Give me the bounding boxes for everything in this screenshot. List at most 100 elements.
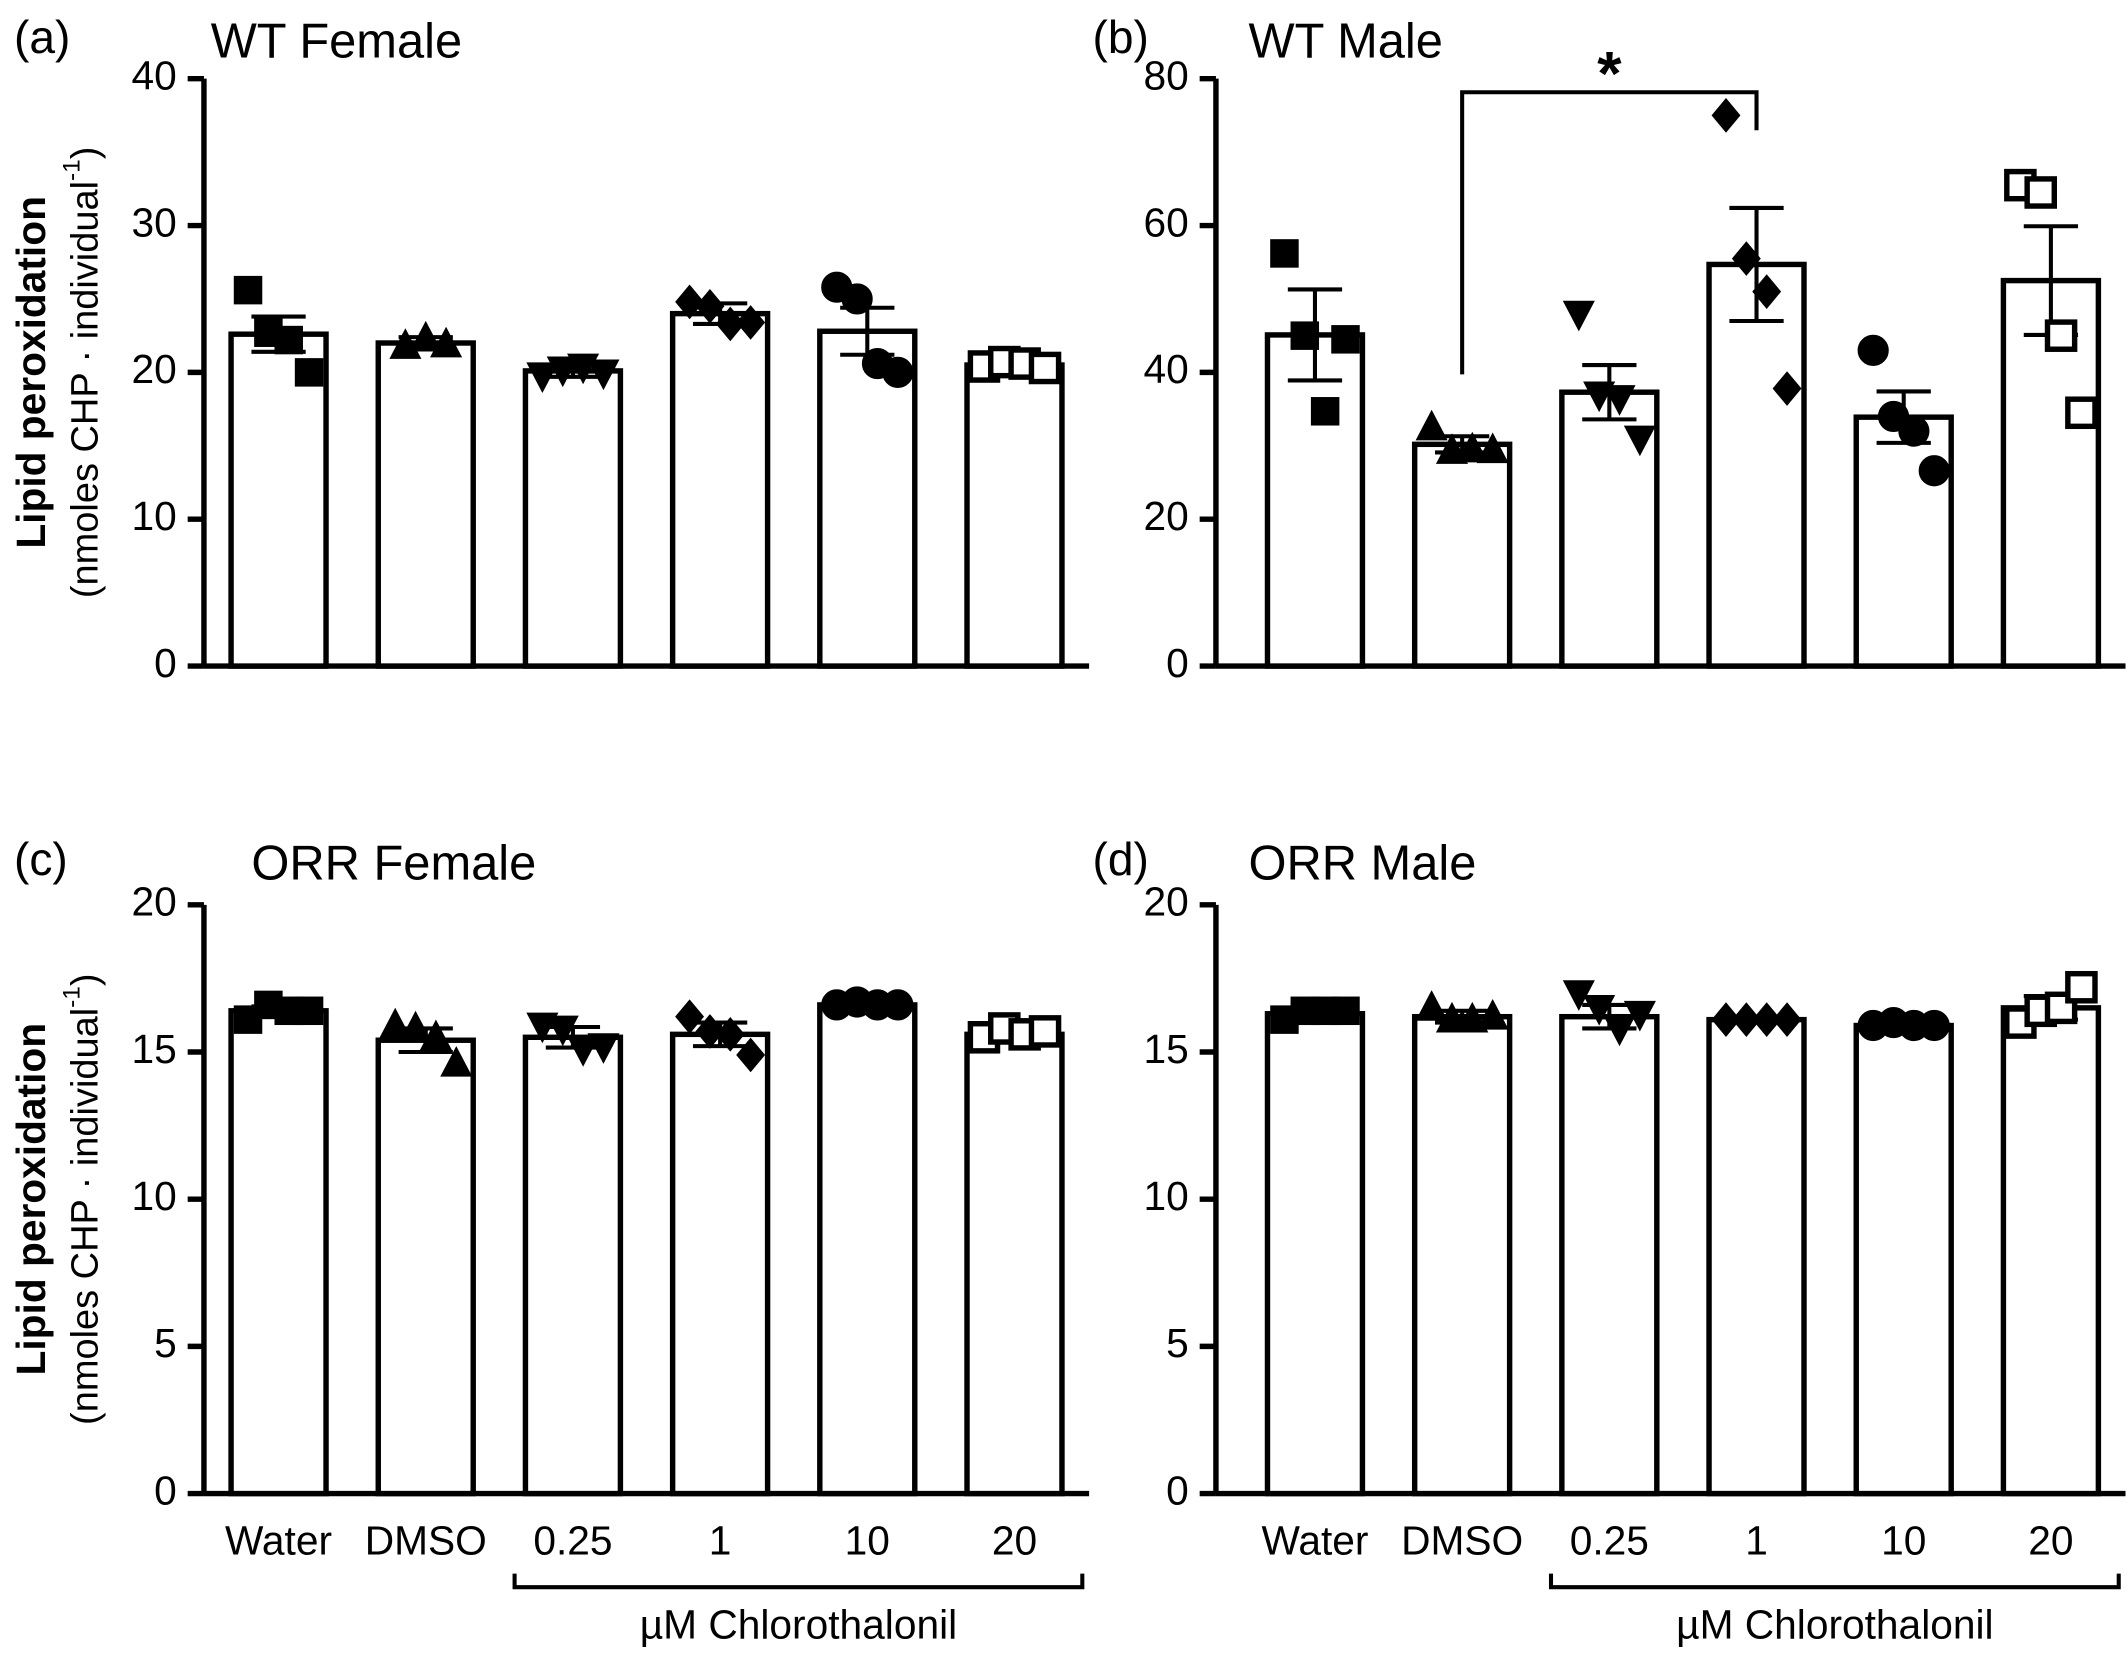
data-point: [1752, 1002, 1782, 1037]
data-point: [736, 1037, 766, 1073]
data-point: [1711, 98, 1741, 133]
data-point: [1270, 239, 1299, 268]
bar: [228, 331, 329, 669]
unit-sup: -1: [59, 986, 86, 1008]
x-tick-label: 1: [709, 1518, 732, 1564]
data-point: [1562, 300, 1595, 332]
bar: [2000, 1005, 2102, 1497]
panel-title: ORR Female: [251, 837, 536, 891]
data-point: [1290, 321, 1320, 350]
data-point: [1918, 1009, 1950, 1042]
data-point: [841, 283, 873, 315]
data-point: [1415, 409, 1448, 441]
y-tick-label: 80: [1144, 52, 1189, 98]
significance-bracket: [1460, 90, 1759, 375]
data-point: [1857, 334, 1889, 366]
y-tick-label: 10: [132, 493, 177, 539]
unit-close: ): [64, 973, 106, 986]
data-point: [1623, 425, 1656, 457]
data-point: [695, 1014, 725, 1049]
data-point: [294, 358, 324, 387]
bar: [817, 1002, 918, 1497]
y-tick-label: 10: [132, 1173, 177, 1219]
data-point: [379, 1007, 412, 1039]
data-point: [233, 275, 263, 305]
x-tick-label: 20: [2028, 1518, 2073, 1564]
y-tick-label: 5: [154, 1320, 177, 1366]
data-point: [1028, 351, 1062, 385]
data-point: [1731, 241, 1761, 276]
y-tick-label: 5: [1166, 1320, 1189, 1366]
data-point: [1918, 455, 1950, 487]
data-point: [1476, 432, 1509, 464]
data-point: [715, 1017, 745, 1052]
bar: [375, 1037, 476, 1497]
group-bracket: [1548, 1573, 2121, 1590]
data-point: [1331, 325, 1360, 354]
data-point: [1603, 385, 1636, 416]
data-point: [1731, 1002, 1761, 1037]
x-tick-label: Water: [225, 1518, 332, 1564]
bar: [1264, 332, 1366, 669]
x-tick-label: DMSO: [365, 1518, 487, 1564]
y-tick-label: 15: [1144, 1026, 1189, 1072]
data-point: [526, 362, 559, 394]
data-point: [1711, 1002, 1741, 1037]
bar: [669, 1031, 771, 1497]
data-point: [882, 356, 914, 388]
unit-sup: -1: [59, 159, 86, 181]
data-point: [1603, 1015, 1636, 1047]
y-tick-label: 20: [132, 879, 177, 925]
data-point: [294, 996, 324, 1026]
y-tick-label: 40: [132, 52, 177, 98]
bar: [1853, 1022, 1954, 1497]
y-tick-label: 40: [1144, 346, 1189, 392]
x-tick-label: 10: [1881, 1518, 1926, 1564]
bar: [669, 310, 771, 669]
group-label: µM Chlorothalonil: [1676, 1602, 1993, 1648]
y-tick-label: 15: [132, 1026, 177, 1072]
bar: [1411, 441, 1513, 669]
data-point: [1898, 415, 1930, 447]
data-point: [399, 1010, 432, 1042]
data-point: [409, 320, 442, 352]
panel-label: (d): [1092, 833, 1148, 885]
x-tick-label: 10: [845, 1518, 890, 1564]
data-point: [587, 359, 620, 391]
panel-title: WT Male: [1248, 15, 1442, 69]
bar: [1706, 1016, 1807, 1497]
y-tick-label: 20: [132, 346, 177, 392]
data-point: [675, 284, 705, 320]
data-point: [1435, 1001, 1469, 1033]
bar: [1559, 1013, 1660, 1497]
y-tick-label: 20: [1144, 493, 1189, 539]
y-tick-label: 0: [154, 640, 177, 686]
unit-text: (nmoles CHP · individual: [64, 181, 106, 598]
y-axis-title: Lipid peroxidation: [8, 1023, 54, 1376]
panel-label: (b): [1092, 11, 1148, 63]
data-point: [567, 1036, 600, 1067]
data-point: [2065, 970, 2098, 1004]
panel-label: (c): [14, 833, 68, 885]
data-point: [274, 325, 303, 355]
panel-title: ORR Male: [1248, 837, 1476, 891]
y-axis-unit: (nmoles CHP · individual-1): [59, 973, 106, 1424]
data-point: [546, 1015, 579, 1047]
data-point: [2044, 319, 2078, 352]
unit-text: (nmoles CHP · individual: [64, 1008, 106, 1425]
data-point: [695, 288, 725, 324]
data-point: [546, 356, 579, 388]
x-tick-label: 0.25: [1570, 1518, 1649, 1564]
y-tick-label: 30: [132, 199, 177, 245]
data-point: [882, 989, 914, 1021]
data-point: [2065, 396, 2098, 430]
bar: [375, 340, 476, 669]
y-tick-label: 10: [1144, 1173, 1189, 1219]
data-point: [1583, 994, 1616, 1026]
data-point: [430, 326, 463, 358]
x-tick-label: 1: [1745, 1518, 1768, 1564]
data-point: [440, 1046, 473, 1077]
data-point: [1623, 1000, 1656, 1032]
y-tick-label: 0: [154, 1467, 177, 1513]
